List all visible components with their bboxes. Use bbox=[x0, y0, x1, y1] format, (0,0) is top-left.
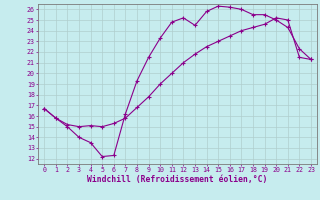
X-axis label: Windchill (Refroidissement éolien,°C): Windchill (Refroidissement éolien,°C) bbox=[87, 175, 268, 184]
